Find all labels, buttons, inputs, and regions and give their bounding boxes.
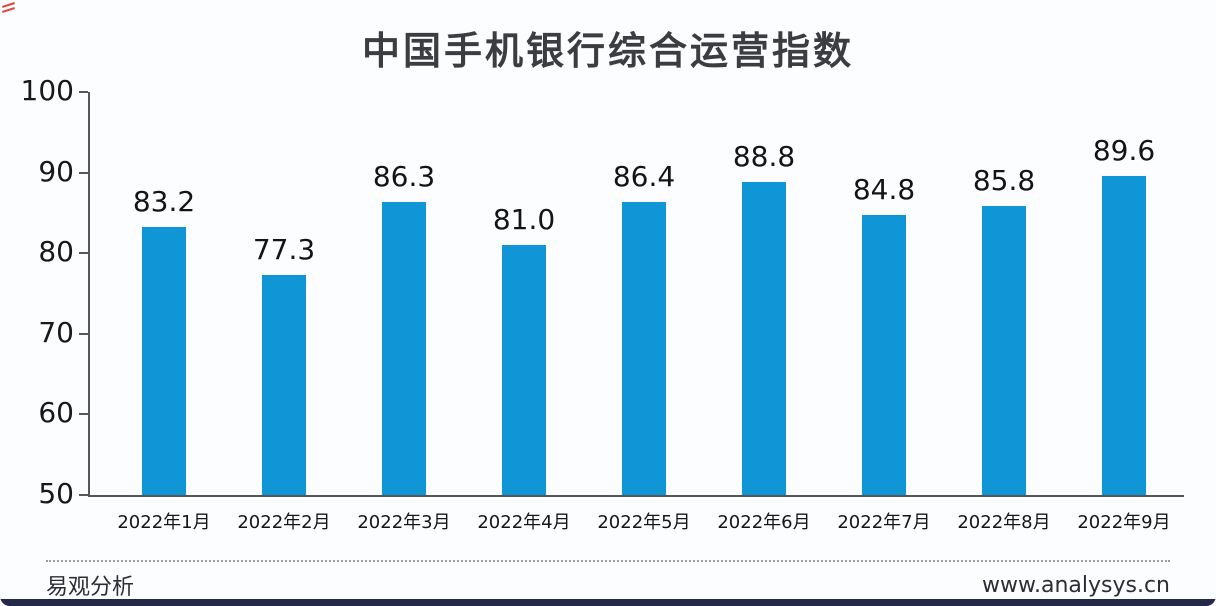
bar-value-label: 77.3 bbox=[252, 232, 316, 266]
bar-value-label: 83.2 bbox=[132, 185, 196, 219]
bar bbox=[622, 201, 666, 495]
bar-group: 86.4 2022年5月 bbox=[584, 92, 704, 533]
y-axis-tick-mark bbox=[79, 252, 88, 255]
bar-group: 84.8 2022年7月 bbox=[824, 92, 944, 533]
x-axis-tick-label: 2022年1月 bbox=[117, 512, 211, 533]
bar-group: 85.8 2022年8月 bbox=[944, 92, 1064, 533]
x-axis-tick-label: 2022年9月 bbox=[1077, 512, 1171, 533]
x-axis-tick-label: 2022年5月 bbox=[597, 512, 691, 533]
bar bbox=[262, 274, 306, 495]
y-axis-tick-label: 90 bbox=[38, 154, 74, 188]
footer-website: www.analysys.cn bbox=[982, 572, 1170, 598]
bar-value-label: 86.3 bbox=[372, 160, 436, 194]
bar-group: 83.2 2022年1月 bbox=[104, 92, 224, 533]
bars-row: 83.2 2022年1月 77.3 2022年2月 86.3 2022年3月 81.0 202… bbox=[90, 92, 1184, 533]
bar-value-label: 81.0 bbox=[492, 203, 556, 237]
bar bbox=[502, 245, 546, 495]
y-axis-tick-label: 100 bbox=[20, 74, 74, 108]
bar-value-label: 89.6 bbox=[1092, 133, 1156, 167]
x-axis-tick-label: 2022年4月 bbox=[477, 512, 571, 533]
bar bbox=[742, 182, 786, 495]
y-axis-tick-mark bbox=[79, 171, 88, 174]
bar bbox=[1102, 175, 1146, 495]
bar-value-label: 88.8 bbox=[732, 140, 796, 174]
bottom-accent-bar bbox=[0, 599, 1216, 606]
red-corner-mark-icon bbox=[2, 2, 18, 14]
y-axis-tick-label: 60 bbox=[38, 396, 74, 430]
footer: 易观分析 www.analysys.cn bbox=[46, 560, 1170, 601]
x-axis-tick-label: 2022年7月 bbox=[837, 512, 931, 533]
chart-title: 中国手机银行综合运营指数 bbox=[361, 29, 854, 73]
x-axis-tick-label: 2022年2月 bbox=[237, 512, 331, 533]
bar-value-label: 84.8 bbox=[852, 172, 916, 206]
y-axis-tick-mark bbox=[79, 91, 88, 93]
bar bbox=[382, 202, 426, 495]
x-axis-tick-label: 2022年8月 bbox=[957, 512, 1051, 533]
y-axis-tick-mark bbox=[79, 494, 88, 496]
bar-value-label: 86.4 bbox=[612, 159, 676, 193]
plot-area: 100 90 80 70 60 50 83.2 2022年1月 77.3 2022年2月 86.3… bbox=[21, 74, 1184, 533]
y-axis-tick-label: 70 bbox=[38, 315, 74, 349]
bar-group: 77.3 2022年2月 bbox=[224, 92, 344, 533]
bar bbox=[862, 214, 906, 495]
x-axis-tick-label: 2022年3月 bbox=[357, 512, 451, 533]
y-axis-tick-label: 80 bbox=[38, 235, 74, 269]
bar bbox=[982, 206, 1026, 495]
y-axis-tick-label: 50 bbox=[38, 477, 74, 511]
bar bbox=[142, 227, 186, 495]
footer-brand: 易观分析 bbox=[46, 575, 135, 600]
bar-group: 86.3 2022年3月 bbox=[344, 92, 464, 533]
x-axis-tick-label: 2022年6月 bbox=[717, 512, 811, 533]
y-axis-tick-mark bbox=[79, 332, 88, 335]
bar-group: 88.8 2022年6月 bbox=[704, 92, 824, 533]
bar-group: 89.6 2022年9月 bbox=[1064, 92, 1184, 533]
bar-group: 81.0 2022年4月 bbox=[464, 92, 584, 533]
y-axis-tick-mark bbox=[79, 413, 88, 416]
bar-value-label: 85.8 bbox=[972, 164, 1036, 198]
